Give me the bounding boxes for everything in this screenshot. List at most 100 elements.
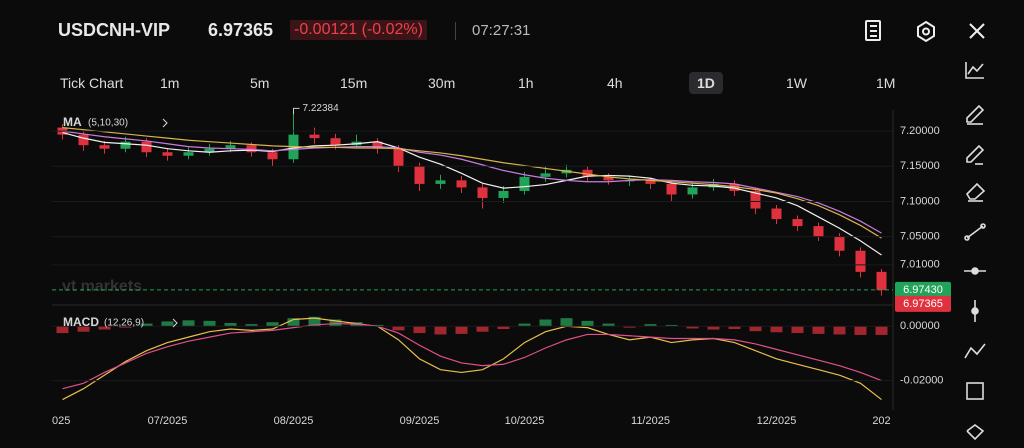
macd-bar <box>203 320 216 327</box>
candle-body <box>876 271 887 291</box>
timeframe[interactable]: 1m <box>160 75 180 91</box>
indicator-toggle[interactable] <box>172 318 178 328</box>
indicator-params: (12,26,9) <box>104 318 144 329</box>
macd-bar <box>266 322 279 327</box>
macd-bar <box>245 324 258 327</box>
candle-body <box>813 226 824 237</box>
candle-body <box>687 187 698 195</box>
macd-bar <box>434 326 447 335</box>
macd-bar <box>686 326 699 329</box>
macd-bar <box>770 326 783 333</box>
candle-body <box>540 173 551 177</box>
candle-body <box>99 145 110 149</box>
y-tick-label: 0.00000 <box>900 320 940 332</box>
x-tick-label: 09/2025 <box>400 415 440 427</box>
ma-line <box>62 131 882 256</box>
macd-bar <box>728 326 741 329</box>
macd-bar <box>581 320 594 327</box>
macd-bar <box>308 316 321 327</box>
macd-bar <box>413 326 426 334</box>
drawing-tools[interactable] <box>964 62 986 441</box>
macd-bar <box>476 326 489 332</box>
x-tick-label: 025 <box>52 415 70 427</box>
ma-line <box>62 126 882 239</box>
x-tick-label: 07/2025 <box>148 415 188 427</box>
last-price-tag <box>895 281 951 298</box>
timeframe[interactable]: 30m <box>428 75 456 91</box>
candle-body <box>477 187 488 198</box>
macd-bar <box>644 324 657 327</box>
indicator-name: MACD <box>63 315 99 329</box>
y-tick-label: 7.01000 <box>900 259 940 271</box>
macd-bar <box>98 326 111 330</box>
x-tick-label: 12/2025 <box>757 415 797 427</box>
macd-line <box>62 322 882 390</box>
candle-body <box>246 145 257 153</box>
top-icons[interactable] <box>865 20 985 43</box>
timeframe[interactable]: Tick Chart <box>60 75 124 91</box>
candle-body <box>120 141 131 149</box>
macd-bar <box>497 326 510 329</box>
candle-body <box>141 141 152 153</box>
candle-body <box>225 145 236 149</box>
macd-bar <box>560 318 573 327</box>
macd-bar <box>287 318 300 327</box>
candle-body <box>771 208 782 220</box>
indicator-name: MA <box>63 115 82 129</box>
macd-bar <box>77 326 90 332</box>
macd-bar <box>182 320 195 327</box>
y-tick-label: 7.10000 <box>900 195 940 207</box>
change: -0.00121 (-0.02%) <box>290 20 427 40</box>
macd-bar <box>539 319 552 327</box>
indicator-params: (5,10,30) <box>88 118 128 129</box>
high-label: 7.22384 <box>303 103 340 114</box>
candle-body <box>792 219 803 227</box>
candle-body <box>372 141 383 149</box>
current-price-label: 6.97365 <box>903 298 943 310</box>
timeframe[interactable]: 1h <box>518 75 534 91</box>
timeframe[interactable]: 4h <box>607 75 623 91</box>
high-marker <box>293 107 300 115</box>
candle-body <box>750 190 761 209</box>
macd-bar <box>518 323 531 327</box>
candle-body <box>666 183 677 195</box>
timeframe[interactable]: 15m <box>340 75 368 91</box>
candle-body <box>645 180 656 184</box>
macd-bar <box>833 326 846 335</box>
price: 6.97365 <box>208 20 274 40</box>
macd-bar <box>665 324 678 327</box>
candle-body <box>204 148 215 153</box>
macd-bar <box>875 326 888 335</box>
y-tick-label: 7.15000 <box>900 160 940 172</box>
plot-area <box>56 114 888 401</box>
macd-bar <box>623 326 636 328</box>
macd-bar <box>161 321 174 327</box>
macd-bar <box>329 319 342 327</box>
candle-body <box>435 180 446 184</box>
macd-bar <box>602 323 615 327</box>
divider <box>455 22 456 40</box>
timeframe[interactable]: 1W <box>786 75 807 91</box>
y-tick-label: 7.05000 <box>900 231 940 243</box>
timeframe[interactable]: 1D <box>689 72 723 94</box>
candle-body <box>855 250 866 272</box>
candle-body <box>519 176 530 191</box>
time: 07:27:31 <box>472 22 531 39</box>
x-tick-label: 10/2025 <box>505 415 545 427</box>
candle-body <box>162 152 173 156</box>
candle-body <box>729 183 740 191</box>
macd-bar <box>749 326 762 332</box>
indicator-toggle[interactable] <box>162 118 168 128</box>
candle-body <box>393 148 404 167</box>
macd-bar <box>119 326 132 328</box>
macd-bar <box>791 326 804 334</box>
timeframe[interactable]: 1M <box>876 75 896 91</box>
ma-line <box>62 130 882 234</box>
watermark: vt markets <box>62 278 142 295</box>
symbol[interactable]: USDCNH-VIP <box>58 20 171 40</box>
last-price-label: 6.97430 <box>903 284 943 296</box>
timeframe[interactable]: 5m <box>250 75 270 91</box>
candle-body <box>414 166 425 184</box>
macd-bar <box>455 326 468 334</box>
macd-bar <box>854 326 867 335</box>
